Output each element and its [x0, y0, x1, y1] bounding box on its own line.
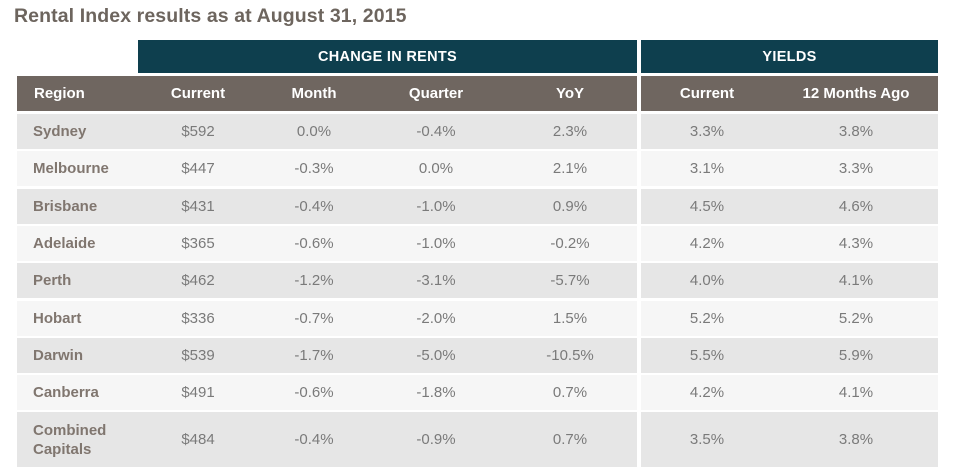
- current-cell: $431: [181, 198, 215, 215]
- table-row-yields: 3.3% 3.8%: [641, 114, 938, 149]
- table-row-yields: 3.5% 3.8%: [641, 412, 938, 467]
- column-header-yield-12-months-ago: 12 Months Ago: [802, 85, 910, 102]
- month-cell: -0.3%: [294, 160, 334, 177]
- yoy-cell: 0.7%: [552, 384, 588, 401]
- quarter-cell: -1.8%: [416, 384, 456, 401]
- table-row-yields: 4.2% 4.1%: [641, 375, 938, 410]
- group-header-change-in-rents: CHANGE IN RENTS: [138, 40, 637, 73]
- current-cell: $539: [181, 347, 215, 364]
- yoy-cell: 2.1%: [552, 160, 588, 177]
- yield-12m-cell: 3.8%: [838, 431, 874, 448]
- column-header-yield-current: Current: [679, 85, 735, 102]
- yield-current-cell: 4.2%: [689, 384, 725, 401]
- region-cell: Brisbane: [33, 198, 98, 215]
- yoy-cell: -10.5%: [546, 347, 594, 364]
- month-cell: -1.7%: [294, 347, 334, 364]
- month-cell: -0.7%: [294, 310, 334, 327]
- table-row-yields: 4.2% 4.3%: [641, 226, 938, 261]
- table-row-yields: 5.5% 5.9%: [641, 338, 938, 373]
- column-header-bar: Region Current Month Quarter YoY: [17, 76, 637, 111]
- region-cell: Sydney: [33, 123, 87, 140]
- yield-12m-cell: 3.8%: [838, 123, 874, 140]
- quarter-cell: -2.0%: [416, 310, 456, 327]
- table-row-yields: 3.1% 3.3%: [641, 151, 938, 186]
- yield-12m-cell: 4.6%: [838, 198, 874, 215]
- region-cell: Darwin: [33, 347, 84, 364]
- table-row: Perth $462 -1.2% -3.1% -5.7%: [17, 263, 637, 298]
- yoy-cell: 0.9%: [552, 198, 588, 215]
- region-cell: Canberra: [33, 384, 99, 401]
- region-cell: Melbourne: [33, 160, 109, 177]
- yoy-cell: -0.2%: [550, 235, 590, 252]
- table-row-yields: 4.0% 4.1%: [641, 263, 938, 298]
- month-cell: -0.6%: [294, 384, 334, 401]
- yield-current-cell: 5.2%: [689, 310, 725, 327]
- table-row-yields: 4.5% 4.6%: [641, 189, 938, 224]
- region-cell: Hobart: [33, 310, 82, 327]
- yield-12m-cell: 4.1%: [838, 384, 874, 401]
- page-title: Rental Index results as at August 31, 20…: [14, 5, 407, 27]
- yield-12m-cell: 3.3%: [838, 160, 874, 177]
- current-cell: $365: [181, 235, 215, 252]
- current-cell: $447: [181, 160, 215, 177]
- table-row-yields: 5.2% 5.2%: [641, 301, 938, 336]
- yield-12m-cell: 5.9%: [838, 347, 874, 364]
- yield-current-cell: 4.5%: [689, 198, 725, 215]
- yield-current-cell: 4.2%: [689, 235, 725, 252]
- current-cell: $484: [181, 431, 215, 448]
- quarter-cell: -1.0%: [416, 198, 456, 215]
- month-cell: -0.4%: [294, 198, 334, 215]
- region-cell: Adelaide: [33, 235, 96, 252]
- table-row: Sydney $592 0.0% -0.4% 2.3%: [17, 114, 637, 149]
- month-cell: -1.2%: [294, 272, 334, 289]
- table-row: Canberra $491 -0.6% -1.8% 0.7%: [17, 375, 637, 410]
- table-row: Brisbane $431 -0.4% -1.0% 0.9%: [17, 189, 637, 224]
- yield-current-cell: 3.3%: [689, 123, 725, 140]
- yield-12m-cell: 5.2%: [838, 310, 874, 327]
- quarter-cell: 0.0%: [418, 160, 454, 177]
- column-header-bar-yields: Current 12 Months Ago: [641, 76, 938, 111]
- table-row: Adelaide $365 -0.6% -1.0% -0.2%: [17, 226, 637, 261]
- group-header-yields: YIELDS: [641, 40, 938, 73]
- current-cell: $336: [181, 310, 215, 327]
- table-row: Melbourne $447 -0.3% 0.0% 2.1%: [17, 151, 637, 186]
- yoy-cell: 1.5%: [552, 310, 588, 327]
- table-row: Darwin $539 -1.7% -5.0% -10.5%: [17, 338, 637, 373]
- quarter-cell: -0.4%: [416, 123, 456, 140]
- region-cell: Combined Capitals: [33, 421, 107, 458]
- yoy-cell: 2.3%: [552, 123, 588, 140]
- yoy-cell: 0.7%: [552, 431, 588, 448]
- yield-current-cell: 5.5%: [689, 347, 725, 364]
- yield-12m-cell: 4.3%: [838, 235, 874, 252]
- quarter-cell: -1.0%: [416, 235, 456, 252]
- region-cell: Perth: [33, 272, 72, 289]
- current-cell: $592: [181, 123, 215, 140]
- month-cell: 0.0%: [296, 123, 332, 140]
- current-cell: $462: [181, 272, 215, 289]
- yield-current-cell: 3.1%: [689, 160, 725, 177]
- month-cell: -0.6%: [294, 235, 334, 252]
- column-header-region: Region: [34, 85, 85, 102]
- column-header-month: Month: [291, 85, 337, 102]
- yield-current-cell: 4.0%: [689, 272, 725, 289]
- quarter-cell: -3.1%: [416, 272, 456, 289]
- yield-current-cell: 3.5%: [689, 431, 725, 448]
- column-header-quarter: Quarter: [408, 85, 464, 102]
- current-cell: $491: [181, 384, 215, 401]
- yoy-cell: -5.7%: [550, 272, 590, 289]
- quarter-cell: -5.0%: [416, 347, 456, 364]
- column-header-current-rent: Current: [170, 85, 226, 102]
- quarter-cell: -0.9%: [416, 431, 456, 448]
- yield-12m-cell: 4.1%: [838, 272, 874, 289]
- month-cell: -0.4%: [294, 431, 334, 448]
- table-row: Combined Capitals $484 -0.4% -0.9% 0.7%: [17, 412, 637, 467]
- table-row: Hobart $336 -0.7% -2.0% 1.5%: [17, 301, 637, 336]
- column-header-yoy: YoY: [555, 85, 585, 102]
